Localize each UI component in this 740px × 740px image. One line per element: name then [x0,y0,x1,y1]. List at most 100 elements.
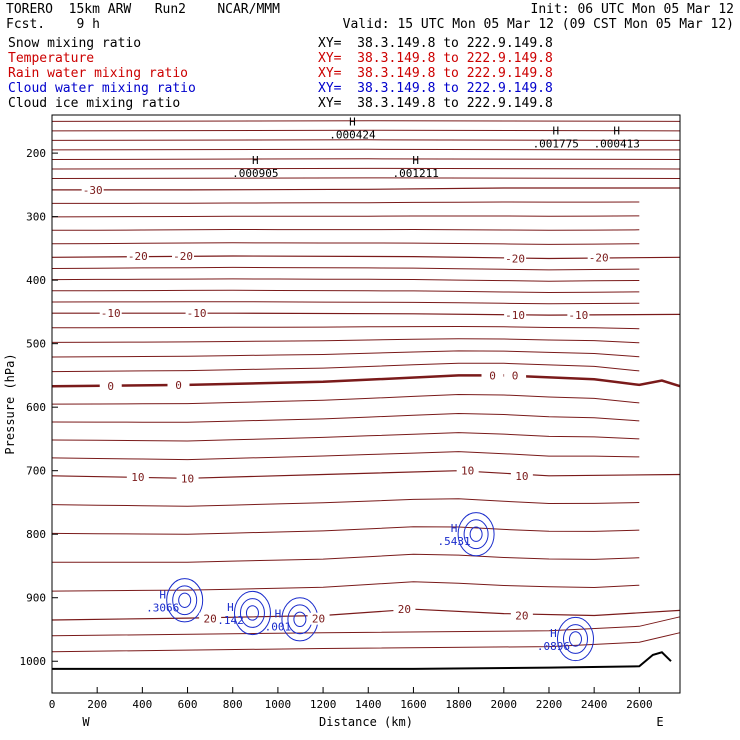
isotherm-label-bg [510,469,533,482]
field-xy-rain: XY= 38.3.149.8 to 222.9.149.8 [318,66,553,81]
maximum-value: .000905 [232,167,278,180]
isotherm-label: -10 [505,309,525,322]
isotherm-label: 0 [512,369,519,382]
maximum-value: .0896 [537,640,570,653]
isotherm--30 [52,187,680,191]
y-tick-label: 700 [26,465,46,478]
cloud-water-contour [463,519,489,550]
maximum-h-marker: H [349,116,356,129]
isotherm-label-bg [199,612,222,625]
isotherm-label-bg [167,378,190,391]
isotherm-line [51,158,681,160]
x-tick-label: 1400 [355,698,382,711]
isotherm-label-bg [481,369,504,382]
model-title: TORERO 15km ARW Run2 NCAR/MMM [6,2,280,17]
isotherm-line [51,325,640,330]
isotherm-label-bg [567,309,590,322]
init-time: Init: 06 UTC Mon 05 Mar 12 [530,2,735,17]
maximum-value: .001 [265,620,292,633]
maximum-h-marker: H [451,522,458,535]
maximum-h-marker: H [412,154,419,167]
isotherm-line [51,632,681,653]
cloud-water-contour [457,512,495,557]
isotherm-label-bg [510,609,533,622]
y-tick-label: 900 [26,592,46,605]
field-name-temperature: Temperature [8,51,95,66]
isotherm-label: 10 [131,471,144,484]
y-tick-label: 400 [26,274,46,287]
isotherm-label-bg [99,380,122,393]
cloud-water-contour [166,578,204,623]
maximum-h-marker: H [252,154,259,167]
isotherm-label: 0 [489,369,496,382]
isotherm-labels: -30 -20 -20 -20 -20 -10 -10 -10 -10 0 0 0 0 10 10 10 10 2… [81,183,610,626]
isotherm-label-bg [81,183,104,196]
figure-header: TORERO 15km ARW Run2 NCAR/MMM Fcst. 9 h … [0,0,740,115]
isotherm-label-bg [504,252,527,265]
isotherm-label-bg [587,251,610,264]
cloud-water-contour [172,585,198,616]
x-tick-label: 1600 [400,698,427,711]
field-name-cloud-water: Cloud water mixing ratio [8,81,196,96]
cloud-water-contour [556,616,594,662]
isotherm-line [51,350,640,358]
ground-line [52,651,672,670]
valid-time: Valid: 15 UTC Mon 05 Mar 12 (09 CST Mon … [342,17,734,32]
cloud-water-contour [568,631,582,647]
y-tick-label: 1000 [20,655,47,668]
x-tick-label: 2600 [626,698,653,711]
field-xy-cloud-water: XY= 38.3.149.8 to 222.9.149.8 [318,81,553,96]
isotherm-0 [51,374,681,388]
field-xy-temperature: XY= 38.3.149.8 to 222.9.149.8 [318,51,553,66]
maxima-markers: H.000424 H.001775H.000413H.000905H.001211… [146,116,640,653]
isotherm-line [51,553,640,563]
isotherm-label-bg [172,250,195,263]
isotherm--10 [52,312,681,316]
axes: 0 200 400 600 800 1000 1200 1400 1600 1800 2000 220… [20,147,653,711]
isotherm-label: 20 [515,610,528,623]
field-name-cloud-ice: Cloud ice mixing ratio [8,96,181,111]
isotherm-line [51,228,640,231]
x-tick-label: 200 [87,698,107,711]
maximum-h-marker: H [552,125,559,138]
isotherm-lines [51,120,681,653]
maximum-value: .3066 [146,601,179,614]
isotherm-label-bg [456,464,479,477]
isotherm-label: 10 [515,470,528,483]
isotherm-label: 0 [107,380,114,393]
isotherm-line [51,301,640,305]
isotherm-line [51,338,640,344]
isotherm-line [51,266,640,271]
x-axis-label: Distance (km) [319,715,413,729]
field-xy-snow: XY= 38.3.149.8 to 222.9.149.8 [318,36,553,51]
isotherm-line [51,362,640,373]
isotherm-label-bg [126,471,149,484]
x-tick-label: 400 [132,698,152,711]
isotherm-label: 0 [175,379,182,392]
isotherm-line [51,242,640,245]
isotherm-label-bg [126,250,149,263]
y-axis-label: Pressure (hPa) [3,353,17,454]
cloud-water-contour [293,611,307,628]
maximum-h-marker: H [613,125,620,138]
isotherm-label-bg [307,612,330,625]
isotherm-label-bg [185,307,208,320]
cloud-water-contour [233,590,271,636]
isotherm-label: -20 [173,250,193,263]
x-tick-label: 1800 [445,698,472,711]
isotherm-line [51,278,640,282]
isotherm-line [51,393,640,405]
maximum-h-marker: H [275,607,282,620]
isotherm-line [51,148,681,151]
isotherm-line [51,167,681,170]
forecast-hour: Fcst. 9 h [6,17,100,32]
isotherm-label: -10 [101,307,121,320]
cloud-water-contour [178,592,192,608]
maximum-value: .5431 [438,535,471,548]
y-tick-label: 200 [26,147,46,160]
x-tick-label: 600 [178,698,198,711]
isotherm-label: -10 [568,309,588,322]
isotherm-label-bg [99,307,122,320]
isotherm-label: -20 [128,250,148,263]
